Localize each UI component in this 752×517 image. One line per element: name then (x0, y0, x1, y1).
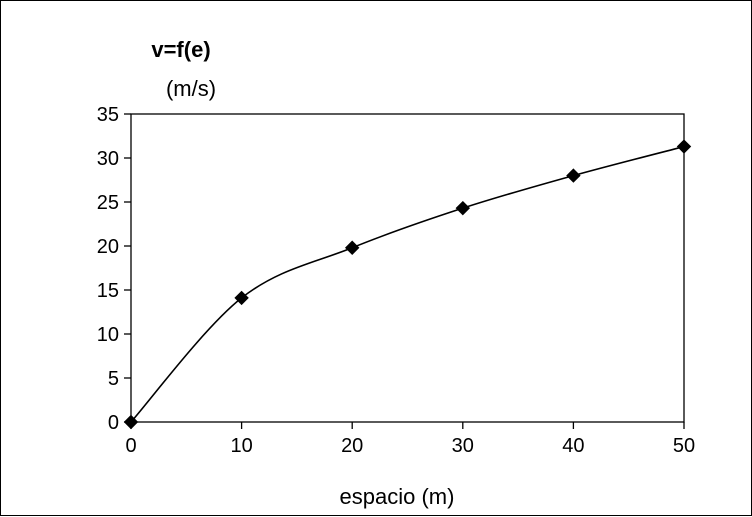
y-tick-label: 15 (97, 280, 119, 302)
x-tick-label: 40 (562, 435, 584, 457)
y-tick-label: 20 (97, 236, 119, 258)
data-point-marker (455, 200, 471, 216)
x-tick-label: 10 (230, 435, 252, 457)
data-point-marker (234, 290, 249, 306)
x-tick-label: 30 (452, 435, 474, 457)
data-point-marker (344, 240, 360, 255)
y-tick-label: 35 (97, 104, 119, 126)
x-tick-label: 50 (673, 435, 695, 457)
y-tick-label: 0 (108, 412, 119, 434)
y-tick-label: 5 (108, 368, 119, 390)
y-tick-label: 10 (97, 324, 119, 346)
axes: 0 5 10 15 20 25 30 35 0 10 20 30 40 50 (97, 104, 695, 457)
data-point-marker (123, 414, 139, 430)
y-tick-label: 30 (97, 148, 119, 170)
chart-unit-label: (m/s) (166, 76, 216, 101)
plot-area (130, 113, 685, 423)
x-tick-label: 0 (125, 435, 136, 457)
data-point-marker (566, 168, 581, 183)
chart-title: v=f(e) (151, 37, 210, 62)
series-line (130, 145, 685, 423)
y-tick-label: 25 (97, 192, 119, 214)
x-axis-title: espacio (m) (340, 484, 455, 509)
data-point-marker (676, 139, 692, 154)
series-layer (123, 139, 692, 430)
x-tick-label: 20 (341, 435, 363, 457)
